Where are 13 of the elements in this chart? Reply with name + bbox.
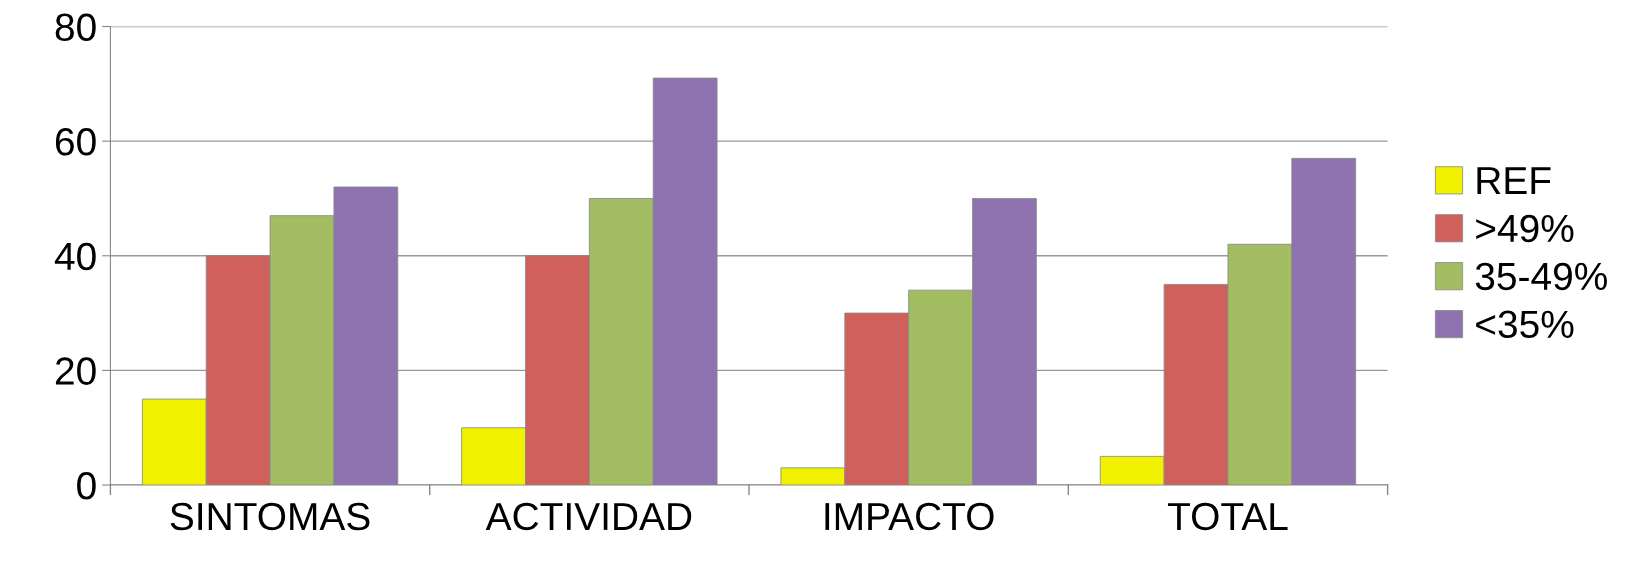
y-tick-label: 60 [55, 128, 96, 156]
legend-label: REF [1477, 167, 1551, 194]
y-tick-label: 40 [54, 242, 96, 271]
x-tick-label: TOTAL [1167, 502, 1288, 531]
y-tick-label: 80 [55, 13, 96, 41]
x-tick-label: SINTOMAS [170, 502, 370, 531]
x-tick-label: IMPACTO [825, 502, 994, 531]
legend-label: <35% [1476, 310, 1574, 339]
y-tick-label: 0 [77, 471, 96, 500]
legend-label: >49% [1476, 214, 1574, 243]
legend-label: 35-49% [1475, 262, 1607, 291]
y-tick-label: 20 [55, 357, 96, 385]
x-tick-label: ACTIVIDAD [485, 502, 692, 531]
